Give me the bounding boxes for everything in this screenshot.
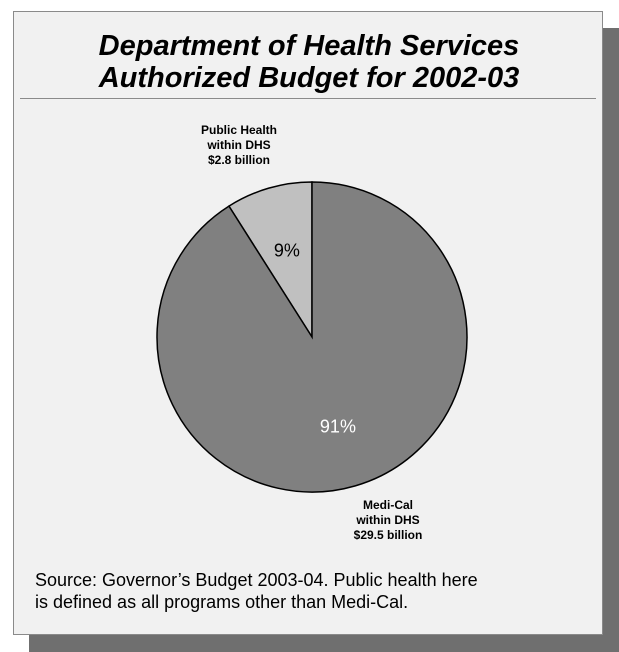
slice-label-medi-cal-line-1: Medi-Cal <box>362 498 413 512</box>
pie-percent-label-public-health: 9% <box>274 241 300 261</box>
source-note: Source: Governor’s Budget 2003-04. Publi… <box>35 569 595 613</box>
source-note-line-1: Source: Governor’s Budget 2003-04. Publi… <box>35 570 478 590</box>
pie-chart: 9% 91% <box>156 181 468 493</box>
chart-title-line-1: Department of Health Services <box>98 30 520 62</box>
slice-label-public-health-line-1: Public Health <box>200 123 277 137</box>
slice-label-public-health-line-3: $2.8 billion <box>207 153 270 167</box>
pie-percent-label-medi-cal: 91% <box>320 416 356 436</box>
chart-panel: Department of Health Services Authorized… <box>13 11 603 635</box>
chart-title: Department of Health Services Authorized… <box>14 30 604 94</box>
slice-label-public-health-line-2: within DHS <box>207 138 271 152</box>
slice-label-public-health: Public Health within DHS $2.8 billion <box>172 123 306 168</box>
chart-title-line-2: Authorized Budget for 2002-03 <box>98 62 520 94</box>
source-note-line-2: is defined as all programs other than Me… <box>35 592 409 612</box>
pie-slice-public-health <box>227 181 313 340</box>
slice-label-medi-cal: Medi-Cal within DHS $29.5 billion <box>328 498 448 543</box>
title-divider <box>20 98 596 99</box>
slice-label-medi-cal-line-3: $29.5 billion <box>353 528 423 542</box>
slice-label-medi-cal-line-2: within DHS <box>356 513 420 527</box>
pie-slice-medi-cal <box>156 181 468 493</box>
